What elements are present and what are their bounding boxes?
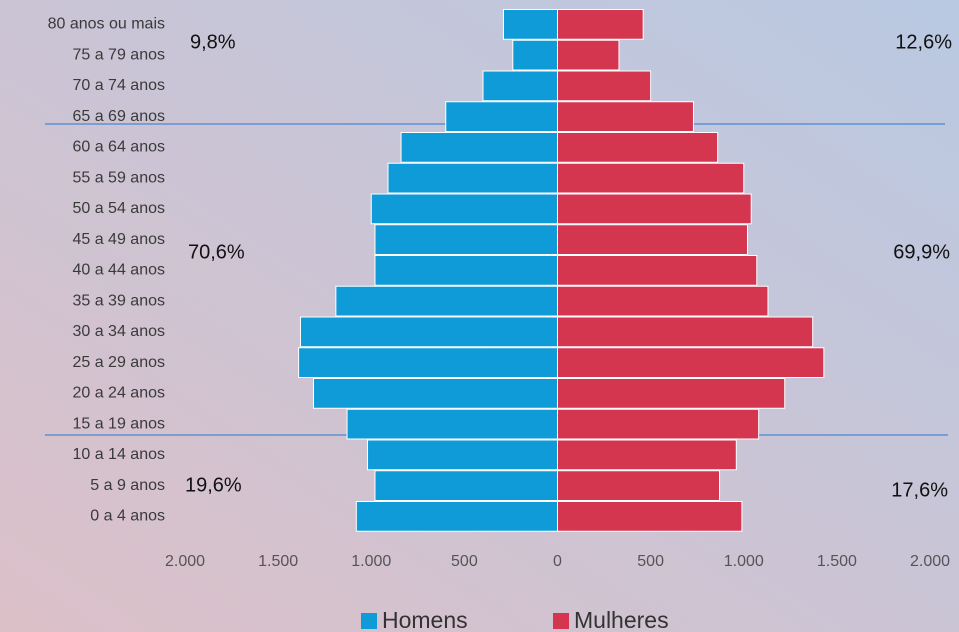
bar [557, 9, 644, 40]
bar [557, 439, 737, 471]
x-tick-label: 2.000 [165, 553, 205, 570]
annotation: 70,6% [188, 241, 245, 263]
bar [298, 347, 558, 378]
annotation: 12,6% [895, 31, 952, 53]
bar [557, 101, 694, 132]
x-tick-label: 1.000 [724, 553, 764, 570]
annotation: 17,6% [891, 479, 948, 501]
bar [370, 193, 558, 225]
y-tick-label: 10 a 14 anos [72, 446, 165, 463]
bar [512, 39, 558, 71]
annotation: 9,8% [190, 31, 236, 53]
y-tick-label: 80 anos ou mais [48, 16, 165, 33]
annotation: 19,6% [185, 474, 242, 496]
bar [346, 408, 558, 440]
x-tick-label: 500 [451, 553, 478, 570]
x-tick-label: 1.000 [351, 553, 391, 570]
legend-label: Homens [382, 607, 468, 632]
y-tick-label: 70 a 74 anos [72, 77, 165, 94]
bar [355, 501, 558, 532]
y-tick-label: 0 a 4 anos [90, 508, 165, 525]
bar [557, 316, 814, 348]
bar [374, 224, 558, 255]
y-tick-label: 25 a 29 anos [72, 354, 165, 371]
bar [557, 378, 786, 409]
y-tick-label: 40 a 44 anos [72, 262, 165, 279]
bar [557, 501, 743, 532]
bar [400, 132, 558, 163]
legend-swatch [553, 613, 569, 629]
bar [557, 255, 758, 286]
y-tick-label: 55 a 59 anos [72, 169, 165, 186]
bar [557, 285, 769, 317]
x-tick-label: 0 [553, 553, 562, 570]
bar [374, 470, 558, 501]
y-tick-label: 45 a 49 anos [72, 231, 165, 248]
bar [557, 193, 752, 225]
bar [557, 470, 721, 501]
legend-label: Mulheres [574, 607, 669, 632]
x-tick-label: 1.500 [258, 553, 298, 570]
x-tick-label: 2.000 [910, 553, 950, 570]
bar [502, 9, 558, 40]
bar [557, 408, 760, 440]
bar [367, 439, 558, 471]
legend-swatch [361, 613, 377, 629]
y-tick-label: 50 a 54 anos [72, 200, 165, 217]
bar [482, 70, 558, 102]
bar [557, 162, 745, 194]
y-tick-label: 20 a 24 anos [72, 385, 165, 402]
bar [387, 162, 559, 194]
y-tick-label: 35 a 39 anos [72, 292, 165, 309]
bar [445, 101, 558, 132]
x-tick-label: 500 [637, 553, 664, 570]
y-tick-label: 65 a 69 anos [72, 108, 165, 125]
y-tick-label: 15 a 19 anos [72, 415, 165, 432]
bar [557, 70, 652, 102]
bar [557, 132, 719, 163]
bar [335, 285, 558, 317]
y-tick-label: 75 a 79 anos [72, 46, 165, 63]
bar [299, 316, 558, 348]
bar [557, 224, 748, 255]
bar [374, 255, 558, 286]
x-tick-label: 1.500 [817, 553, 857, 570]
y-tick-label: 5 a 9 anos [90, 477, 165, 494]
bar [557, 347, 825, 378]
bar [313, 378, 559, 409]
annotation: 69,9% [893, 241, 950, 263]
y-tick-label: 30 a 34 anos [72, 323, 165, 340]
bar [557, 39, 620, 71]
y-tick-label: 60 a 64 anos [72, 139, 165, 156]
